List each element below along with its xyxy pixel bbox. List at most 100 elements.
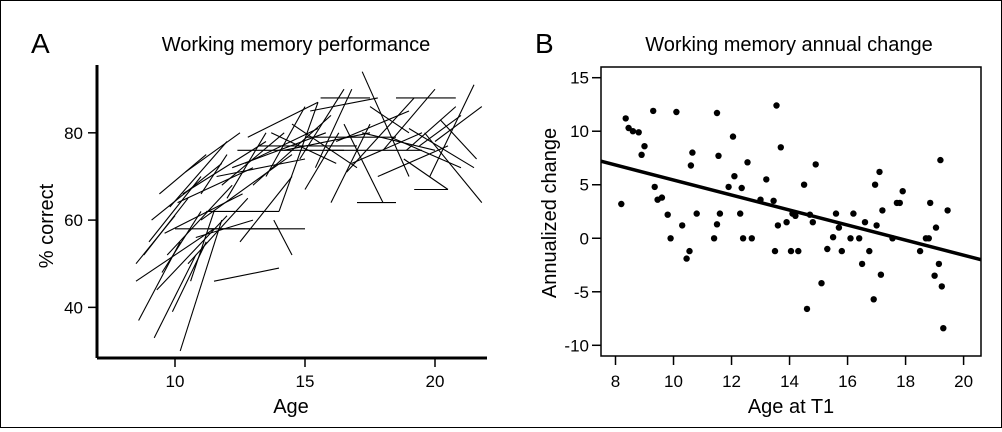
data-point (650, 107, 657, 115)
data-point (774, 222, 782, 229)
data-point (731, 173, 738, 180)
data-point (877, 271, 885, 278)
data-point (622, 115, 629, 122)
data-point (787, 247, 795, 255)
data-point (629, 128, 637, 135)
data-point (856, 235, 863, 242)
data-point (687, 162, 695, 169)
x-tick-label: 14 (780, 372, 799, 391)
data-point (871, 181, 879, 188)
data-point (713, 221, 721, 228)
panel-b: B Working memory annual change 8 10 12 14 16… (535, 28, 982, 418)
panel-a-x-axis-title: Age (273, 396, 309, 418)
trajectory-line (179, 219, 223, 352)
y-tick-label: 15 (570, 69, 589, 88)
trajectory-line (343, 123, 384, 203)
data-point (795, 247, 802, 255)
data-point (738, 184, 745, 192)
data-point (829, 234, 837, 241)
data-point (744, 159, 751, 166)
trajectory-line (226, 132, 267, 199)
data-point (683, 255, 690, 262)
data-point (806, 211, 814, 218)
data-point (792, 212, 799, 219)
data-point (938, 283, 945, 290)
panel-a-letter: A (31, 28, 50, 59)
data-point (716, 210, 724, 217)
data-point (940, 325, 947, 332)
data-point (679, 222, 686, 229)
y-tick-label: -5 (574, 283, 589, 302)
y-tick-label: 60 (64, 211, 83, 230)
x-tick-label: 8 (611, 372, 620, 391)
data-point (835, 224, 843, 231)
panel-b-x-axis-title: Age at T1 (748, 396, 834, 418)
panel-a-y-axis-title: % correct (36, 183, 58, 268)
trajectory-line (439, 119, 478, 160)
trajectory-line (177, 167, 254, 204)
trajectory-line (252, 114, 332, 186)
data-point (866, 247, 873, 255)
regression-line (600, 159, 982, 262)
data-point (773, 102, 780, 109)
trajectory-line (330, 123, 371, 203)
trajectory-line (406, 106, 457, 151)
data-point (937, 156, 944, 164)
trajectory-line (382, 88, 436, 151)
data-point (641, 143, 648, 150)
y-tick-label: -10 (564, 336, 589, 355)
data-point (693, 210, 700, 217)
data-point (739, 235, 747, 242)
trajectory-line (143, 197, 189, 256)
data-point (838, 247, 845, 255)
trajectory-line (166, 184, 233, 256)
data-point (673, 108, 680, 116)
trajectory-line (362, 132, 436, 151)
data-point (725, 183, 732, 191)
data-point (809, 219, 816, 226)
data-point (689, 149, 696, 156)
data-point (899, 188, 906, 195)
trajectory-line (310, 97, 378, 112)
data-point (713, 109, 721, 117)
data-point (667, 235, 674, 242)
x-tick-label: 18 (896, 372, 915, 391)
panel-b-y-axis-title: Annualized change (539, 128, 561, 298)
x-tick-label: 12 (722, 372, 741, 391)
panel-b-letter: B (535, 28, 554, 59)
data-point (824, 245, 831, 253)
trajectory-line (153, 254, 197, 339)
data-point (763, 176, 770, 183)
data-point (710, 235, 718, 242)
trajectory-line (182, 141, 267, 195)
trajectory-line (239, 176, 293, 243)
data-point (729, 133, 737, 140)
panel-b-plot-area (600, 102, 982, 332)
data-point (818, 280, 825, 287)
trajectory-line (346, 97, 415, 173)
trajectory-line (135, 228, 215, 282)
data-point (861, 219, 869, 226)
data-point (664, 211, 671, 218)
trajectory-line (270, 132, 337, 164)
data-point (686, 247, 693, 255)
trajectory-line (361, 71, 410, 177)
y-tick-label: 80 (64, 124, 83, 143)
data-point (879, 207, 886, 214)
trajectory-line (156, 215, 228, 291)
data-point (931, 272, 938, 279)
data-point (932, 224, 940, 231)
data-point (618, 200, 625, 208)
panel-a-title: Working memory performance (162, 34, 431, 56)
trajectory-line (164, 193, 243, 234)
data-point (715, 152, 722, 159)
data-point (777, 144, 784, 151)
trajectory-line (221, 132, 285, 186)
panel-a-plot-area (135, 71, 483, 352)
data-point (812, 161, 819, 168)
y-tick-label: 5 (580, 176, 589, 195)
trajectory-line (190, 211, 215, 282)
data-point (651, 183, 658, 191)
